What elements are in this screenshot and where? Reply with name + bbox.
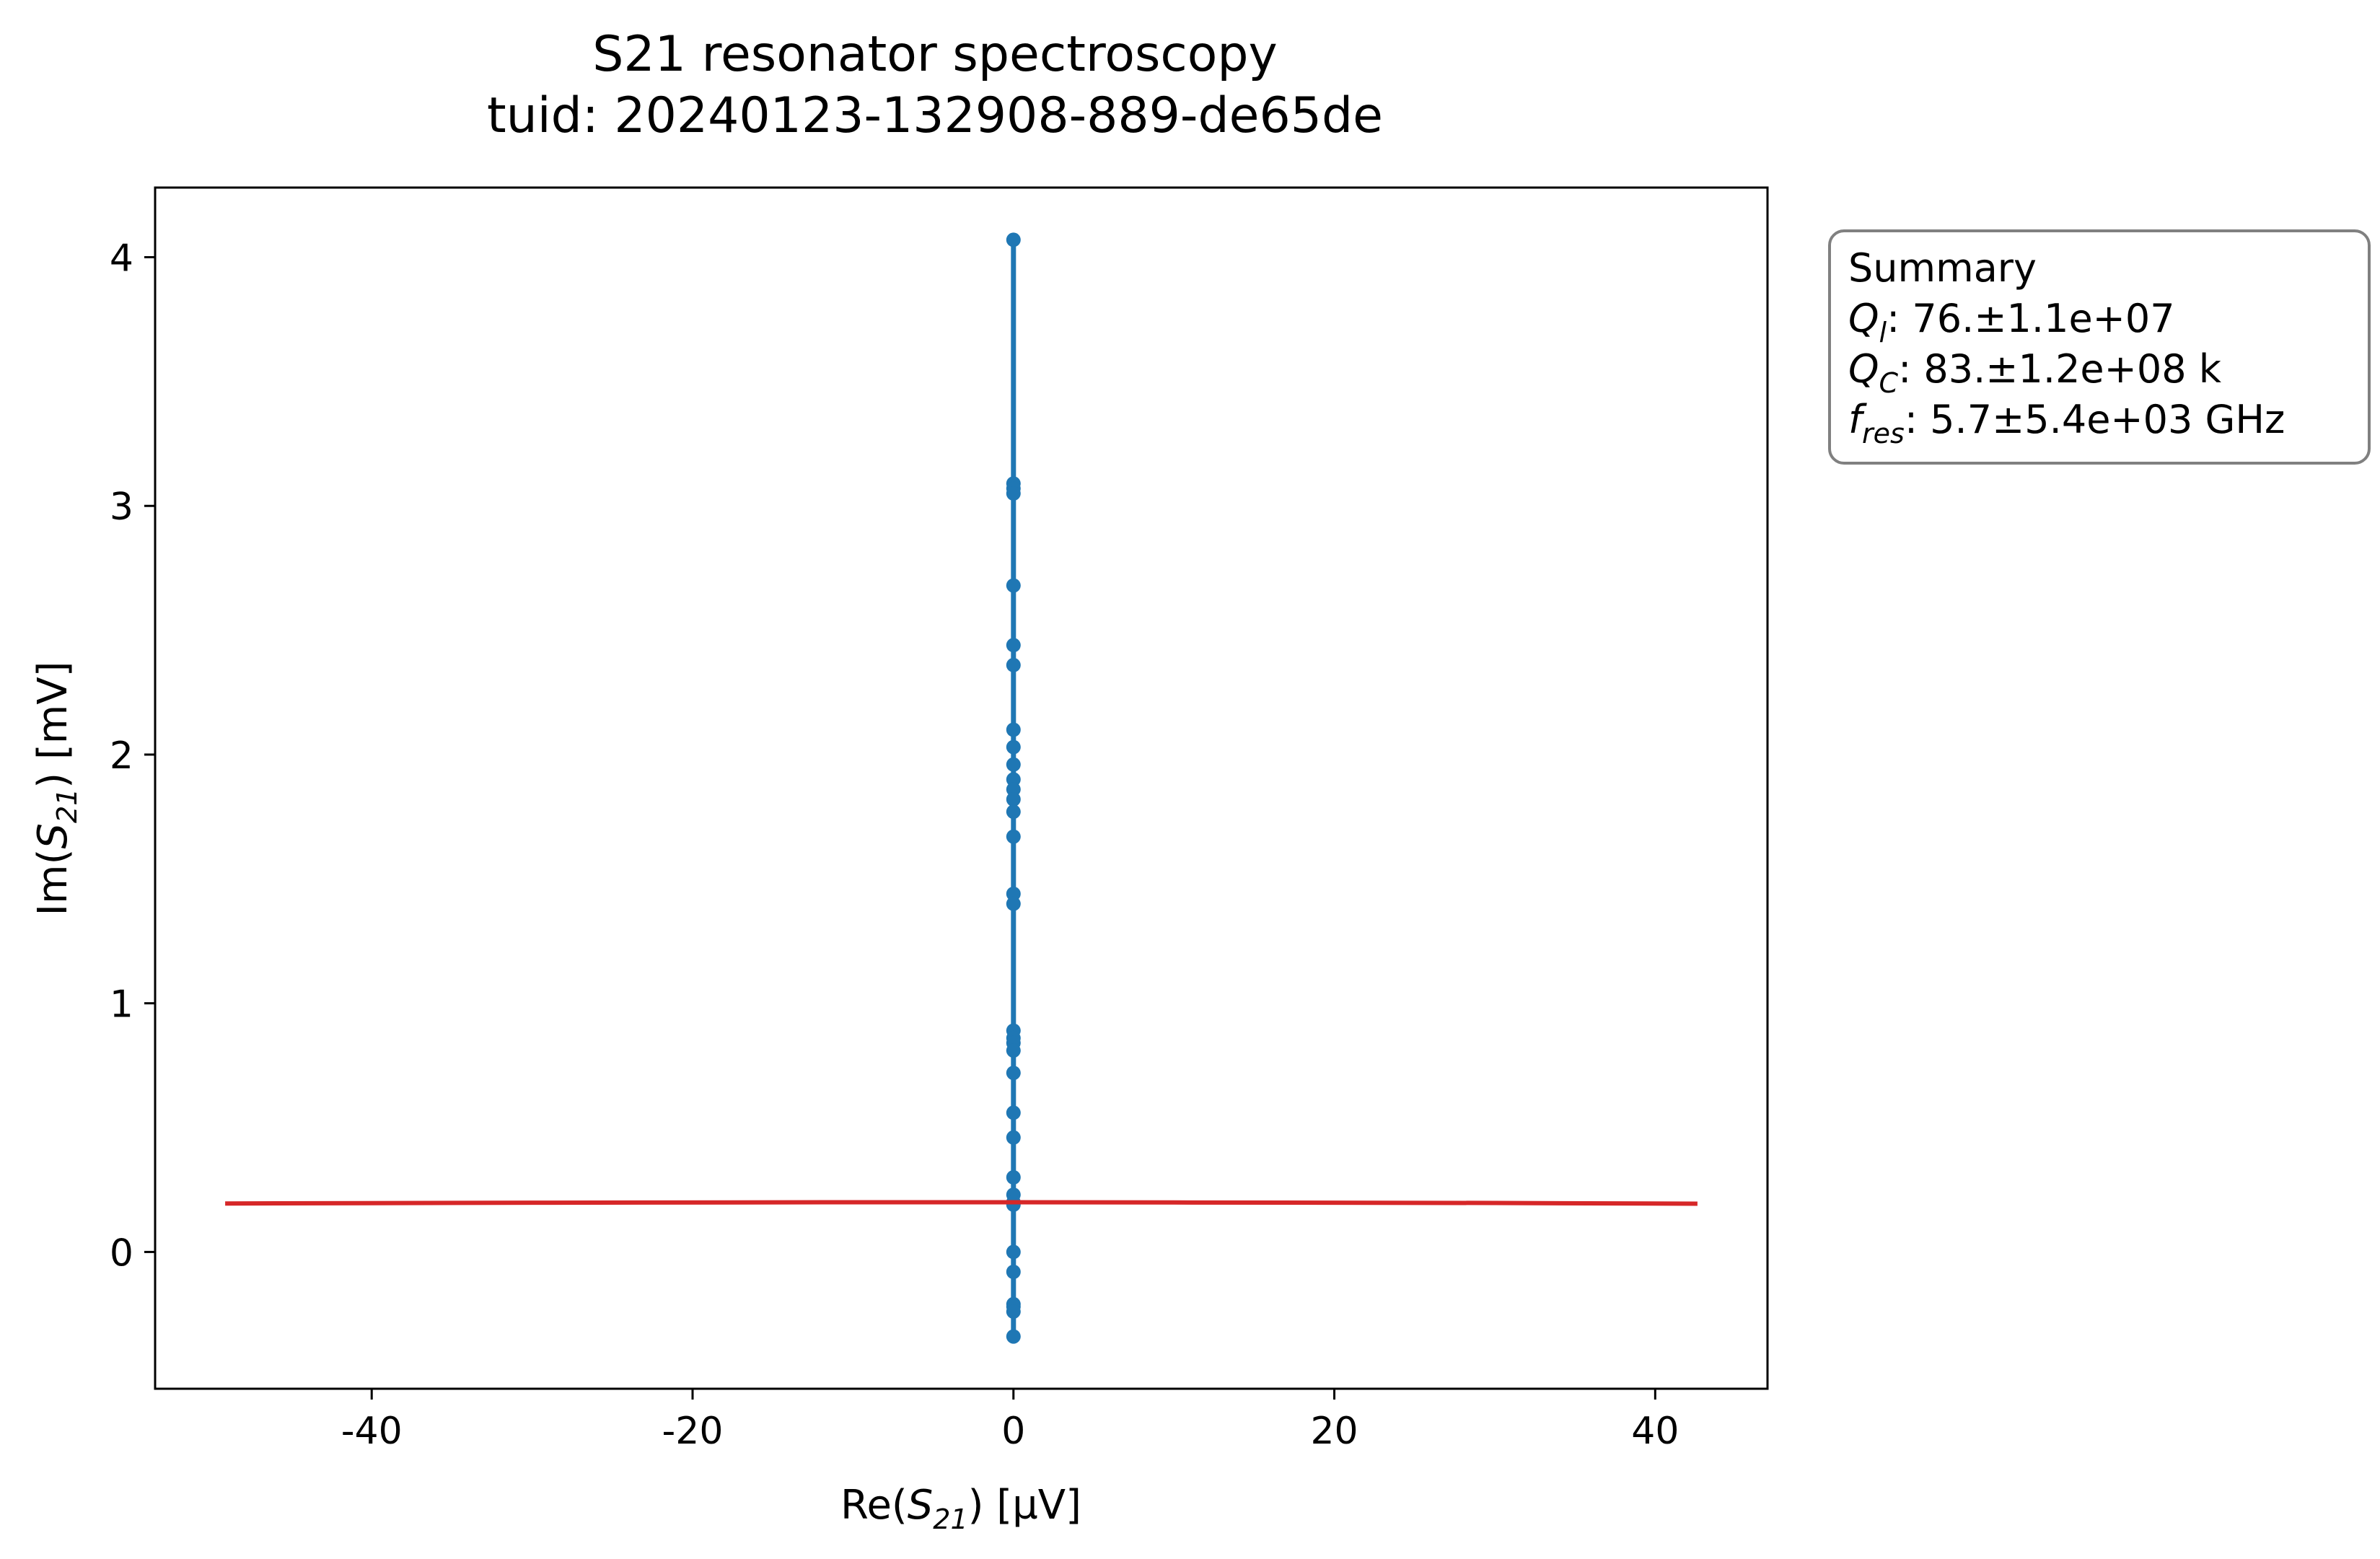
data-point bbox=[1006, 1265, 1021, 1279]
data-point bbox=[1006, 804, 1021, 820]
summary-qc: QC: 83.±1.2e+08 k bbox=[1848, 346, 2222, 399]
data-point bbox=[1006, 1105, 1021, 1120]
data-point bbox=[1006, 757, 1021, 772]
x-tick-label: -40 bbox=[341, 1410, 403, 1453]
y-tick-label: 2 bbox=[110, 734, 133, 778]
x-axis-label: Re(S21) [µV] bbox=[840, 1482, 1081, 1535]
summary-ql: Ql: 76.±1.1e+07 bbox=[1848, 296, 2175, 348]
x-tick-label: 0 bbox=[1001, 1410, 1025, 1453]
data-point bbox=[1006, 486, 1021, 501]
plot-frame bbox=[154, 186, 1769, 1390]
data-point bbox=[1006, 722, 1021, 737]
data-point bbox=[1006, 792, 1021, 807]
y-axis-ticks: 0 1 2 3 4 bbox=[110, 237, 155, 1275]
summary-heading: Summary bbox=[1848, 245, 2037, 291]
data-point bbox=[1006, 1304, 1021, 1319]
data-point bbox=[1006, 638, 1021, 653]
data-point bbox=[1006, 739, 1021, 755]
data-point bbox=[1006, 1066, 1021, 1081]
data-point bbox=[1006, 657, 1021, 672]
data-point bbox=[1006, 772, 1021, 787]
y-tick-label: 3 bbox=[110, 486, 133, 529]
data-point bbox=[1006, 782, 1021, 797]
data-point bbox=[1006, 1170, 1021, 1185]
data-point bbox=[1006, 578, 1021, 593]
x-tick-label: -20 bbox=[662, 1410, 724, 1453]
data-point bbox=[1006, 887, 1021, 901]
data-point bbox=[1006, 1244, 1021, 1260]
y-tick-label: 1 bbox=[110, 983, 133, 1027]
x-tick-label: 40 bbox=[1631, 1410, 1679, 1453]
data-point bbox=[1006, 1329, 1021, 1344]
summary-box: Summary Ql: 76.±1.1e+07 QC: 83.±1.2e+08 … bbox=[1828, 229, 2371, 465]
x-tick-label: 20 bbox=[1310, 1410, 1358, 1453]
summary-box-frame bbox=[1828, 229, 2371, 465]
summary-fres: fres: 5.7±5.4e+03 GHz bbox=[1848, 397, 2285, 449]
x-axis-ticks: -40 -20 0 20 40 bbox=[341, 1389, 1679, 1453]
plot-area bbox=[225, 232, 1698, 1344]
data-point bbox=[1006, 896, 1021, 911]
data-point bbox=[1006, 232, 1021, 247]
chart-title: S21 resonator spectroscopy bbox=[592, 26, 1278, 83]
series-1-line bbox=[225, 1200, 1698, 1206]
data-point bbox=[1006, 1043, 1021, 1058]
y-tick-label: 0 bbox=[110, 1231, 133, 1275]
y-axis-label: Im(S21) [mV] bbox=[30, 661, 83, 915]
data-point bbox=[1006, 829, 1021, 844]
data-point bbox=[1006, 1130, 1021, 1145]
y-tick-label: 4 bbox=[110, 237, 133, 281]
chart-subtitle: tuid: 20240123-132908-889-de65de bbox=[487, 87, 1383, 144]
